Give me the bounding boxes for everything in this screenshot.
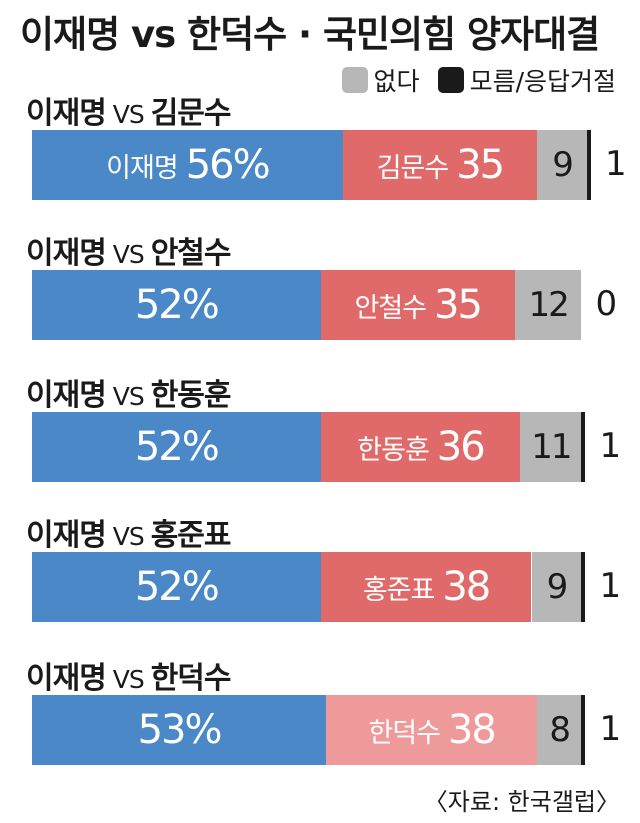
matchup-left-name: 이재명 — [26, 236, 107, 271]
bar-opponent: 안철수 35 — [320, 270, 515, 340]
bar-refuse — [587, 130, 591, 200]
bar-lee: 52% — [32, 412, 321, 482]
bar-none: 11 — [520, 412, 582, 482]
bar-refuse-value: 1 — [605, 144, 627, 184]
bar-none: 9 — [531, 552, 582, 622]
matchup-vs: VS — [105, 665, 151, 694]
bar-opponent: 한동훈 36 — [320, 412, 521, 482]
bar-none: 8 — [537, 695, 582, 765]
matchup-vs: VS — [105, 100, 151, 129]
bar-opponent-value: 36 — [436, 424, 486, 470]
bar-lee-value: 53% — [137, 707, 223, 753]
legend-swatch-none — [341, 67, 368, 93]
matchup-left-name: 이재명 — [26, 518, 107, 553]
bar-lee-value: 52% — [134, 564, 220, 610]
bar-opponent-value: 38 — [447, 707, 497, 753]
bar-opponent: 김문수 35 — [342, 130, 538, 200]
matchup-label: 이재명 VS 한동훈 — [26, 370, 231, 414]
bar-lee-value: 52% — [134, 282, 220, 328]
matchup-right-name: 안철수 — [150, 236, 232, 271]
matchup-right-name: 홍준표 — [150, 518, 232, 553]
matchup-label: 이재명 VS 한덕수 — [26, 653, 231, 697]
legend-label-none: 없다 — [373, 67, 420, 96]
bar-lee-value: 52% — [134, 424, 220, 470]
legend-item-none: 없다 — [341, 62, 420, 98]
bar-none: 9 — [537, 130, 587, 200]
bar-opponent: 홍준표 38 — [320, 552, 532, 622]
bar-refuse — [581, 412, 586, 482]
matchup-left-name: 이재명 — [26, 378, 107, 413]
bar-refuse-value: 0 — [595, 284, 618, 324]
bar-refuse-value: 1 — [599, 566, 622, 606]
matchup-label: 이재명 VS 홍준표 — [26, 510, 231, 554]
bar-opponent-value: 38 — [442, 564, 491, 610]
matchup-right-name: 한동훈 — [150, 378, 232, 413]
legend: 없다 모름/응답거절 — [332, 62, 616, 98]
bar-refuse — [581, 552, 586, 622]
source-note: 〈자료: 한국갤럽〉 — [423, 788, 620, 816]
bar-lee: 52% — [32, 270, 321, 340]
matchup-right-name: 김문수 — [150, 96, 232, 131]
bar-none: 12 — [514, 270, 582, 340]
bar-lee-name: 이재명 — [106, 152, 179, 184]
bar-refuse-value: 1 — [599, 426, 622, 466]
matchup-left-name: 이재명 — [26, 96, 107, 131]
bar-opponent-value: 35 — [456, 142, 505, 188]
matchup-vs: VS — [105, 382, 151, 411]
bar-none-value: 11 — [531, 427, 572, 467]
legend-swatch-refuse — [437, 67, 464, 93]
bar-refuse-value: 1 — [599, 709, 622, 749]
legend-label-refuse: 모름/응답거절 — [469, 67, 616, 96]
bar-none-value: 12 — [528, 285, 570, 325]
bar-refuse — [581, 695, 586, 765]
bar-lee: 이재명 56% — [32, 130, 343, 200]
bar-opponent-value: 35 — [434, 282, 483, 328]
bar-opponent-name: 김문수 — [376, 152, 450, 184]
matchup-label: 이재명 VS 김문수 — [26, 88, 231, 132]
matchup-left-name: 이재명 — [26, 661, 107, 696]
bar-lee-value: 56% — [185, 142, 271, 188]
bar-none-value: 9 — [546, 567, 569, 607]
bar-lee: 52% — [32, 552, 321, 622]
matchup-vs: VS — [105, 240, 151, 269]
bar-none-value: 8 — [549, 710, 571, 750]
matchup-right-name: 한덕수 — [150, 661, 232, 696]
chart-title: 이재명 vs 한덕수 · 국민의힘 양자대결 — [20, 13, 600, 56]
bar-opponent: 한덕수 38 — [326, 695, 538, 765]
matchup-vs: VS — [105, 522, 151, 551]
matchup-label: 이재명 VS 안철수 — [26, 228, 231, 272]
bar-opponent-name: 홍준표 — [362, 574, 436, 606]
bar-lee: 53% — [32, 695, 327, 765]
bar-opponent-name: 한동훈 — [357, 434, 430, 466]
bar-none-value: 9 — [552, 145, 574, 185]
bar-opponent-name: 한덕수 — [368, 717, 441, 749]
legend-item-refuse: 모름/응답거절 — [437, 62, 616, 98]
bar-opponent-name: 안철수 — [354, 292, 428, 324]
